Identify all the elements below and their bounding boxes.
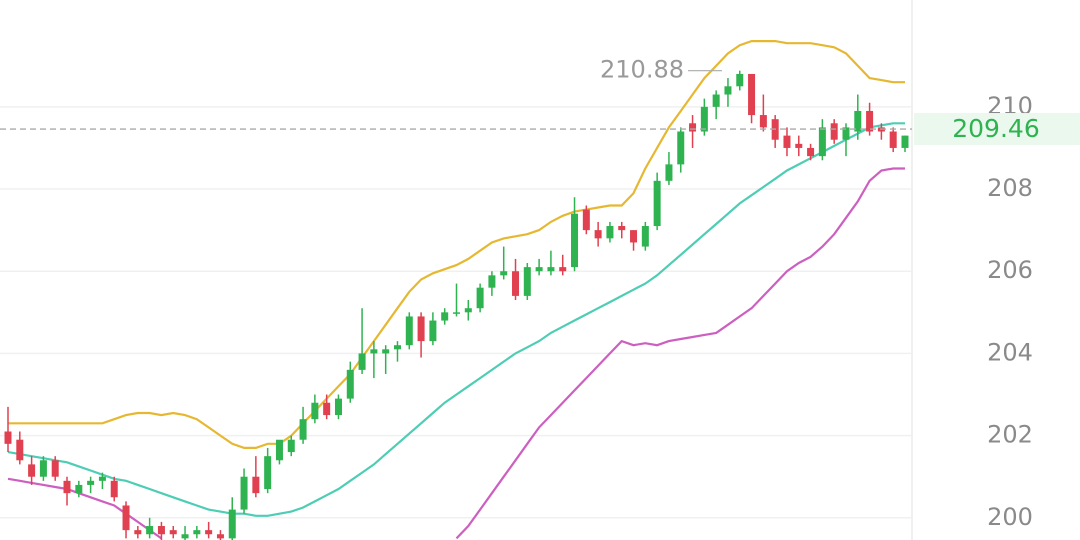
candle-body [641, 226, 649, 247]
candle-body [724, 86, 732, 95]
candle-body [393, 345, 401, 350]
candle-body [476, 287, 484, 309]
band-line [8, 40, 905, 449]
candle-body [417, 316, 425, 342]
candle-body [712, 94, 720, 107]
candle-body [571, 213, 579, 268]
candle-body [405, 316, 413, 346]
candle-body [512, 271, 520, 296]
candle-body [488, 275, 496, 288]
candle-body [618, 226, 626, 231]
candle-body [582, 209, 590, 231]
candle-body [523, 267, 531, 296]
max-label: 210.88 [600, 56, 684, 84]
candle-body [216, 534, 224, 539]
candle-body [818, 127, 826, 157]
candle-body [358, 353, 366, 370]
candle-body [441, 312, 449, 321]
candle-body [146, 526, 154, 535]
candle-body [630, 230, 638, 243]
candle-body [535, 267, 543, 272]
candle-body [382, 349, 390, 354]
candle-body [346, 369, 354, 399]
candle-body [464, 308, 472, 313]
candle-body [287, 439, 295, 453]
candle-body [783, 135, 791, 148]
candle-body [16, 439, 24, 461]
candle-body [901, 135, 909, 148]
candle-body [228, 509, 236, 539]
candle-body [453, 312, 460, 314]
candle-body [181, 534, 189, 539]
candle-body [559, 267, 567, 272]
candle-body [63, 480, 71, 494]
candle-body [252, 476, 260, 494]
candle-body [157, 526, 165, 535]
candle-body [205, 530, 213, 535]
candle-body [110, 480, 118, 498]
y-tick-label: 200 [987, 503, 1033, 531]
y-tick-label: 204 [987, 338, 1033, 366]
band-line [7, 122, 905, 517]
candle-body [240, 476, 248, 510]
candle-body [299, 419, 307, 440]
candle-body [807, 147, 815, 157]
candle-body [842, 127, 850, 140]
candle-body [264, 456, 272, 490]
candle-body [889, 131, 897, 148]
candle-body [98, 476, 106, 481]
candle-body [854, 110, 862, 132]
candle-body [370, 349, 378, 354]
candle-body [4, 431, 12, 444]
candle-body [39, 460, 47, 477]
candle-body [275, 439, 283, 461]
candle-body [689, 123, 697, 132]
candle-body [429, 320, 437, 342]
y-tick-label: 202 [987, 421, 1033, 449]
candle-body [594, 230, 602, 239]
candle-body [311, 402, 319, 420]
candle-body [87, 480, 95, 485]
candle-body [134, 530, 142, 535]
candle-body [748, 73, 756, 116]
last-price-box [914, 113, 1080, 146]
candle-body [759, 115, 767, 128]
candle-body [795, 143, 803, 148]
candle-body [169, 530, 177, 535]
candle-body [547, 267, 555, 272]
candle-body [334, 398, 342, 416]
candle-body [122, 505, 130, 531]
candle-body [606, 226, 614, 239]
y-tick-label: 206 [987, 256, 1033, 284]
candle-body [323, 402, 331, 416]
candle-body [193, 530, 201, 535]
candle-body [75, 484, 83, 494]
candle-body [736, 73, 744, 87]
candle-body [665, 164, 673, 181]
y-tick-label: 208 [987, 174, 1033, 202]
candle-body [677, 131, 685, 165]
candle-body [866, 110, 874, 132]
candle-body [28, 464, 36, 477]
candle-body [700, 106, 708, 132]
candle-body [51, 460, 59, 477]
band-line [7, 167, 905, 540]
candle-body [500, 271, 508, 276]
candle-body [830, 123, 838, 140]
candle-body [653, 180, 661, 227]
last-price-label: 209.46 [952, 114, 1039, 143]
